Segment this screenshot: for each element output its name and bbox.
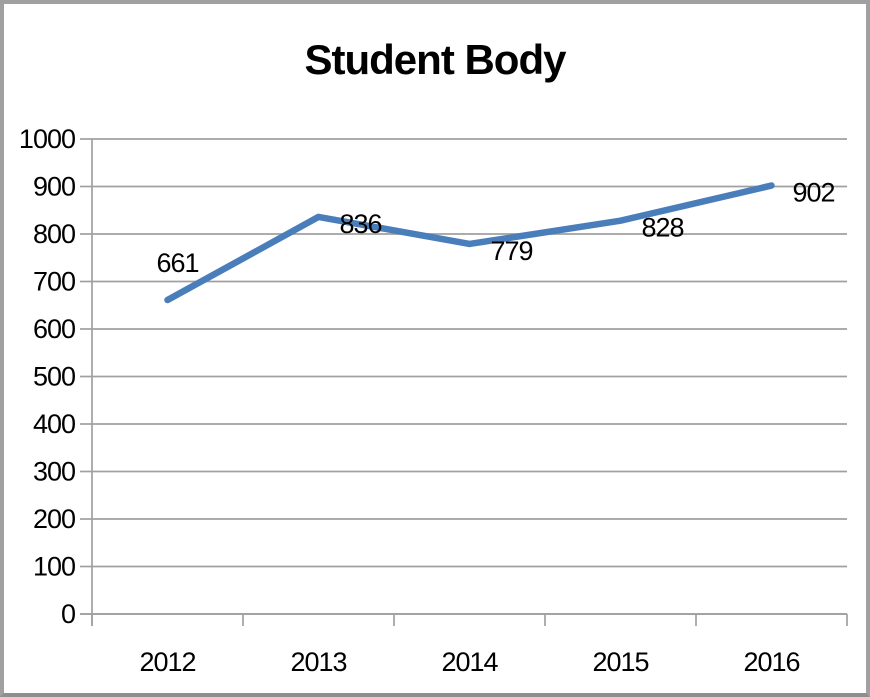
data-point-label: 661: [156, 248, 198, 278]
x-axis-label: 2015: [592, 647, 648, 677]
y-axis-label: 0: [61, 599, 75, 629]
y-axis-label: 600: [33, 314, 75, 344]
y-axis-label: 800: [33, 219, 75, 249]
data-line: [164, 182, 775, 304]
data-point-label: 836: [339, 209, 381, 239]
data-point-label: 902: [792, 178, 834, 208]
chart-title: Student Body: [304, 36, 567, 83]
x-axis-label: 2016: [743, 647, 799, 677]
y-axis-label: 200: [33, 504, 75, 534]
y-axis-label: 1000: [19, 124, 75, 154]
y-axis-label: 500: [33, 362, 75, 392]
y-axis-label: 700: [33, 267, 75, 297]
y-axis-label: 900: [33, 172, 75, 202]
data-point-label: 828: [641, 213, 683, 243]
y-axis-label: 400: [33, 409, 75, 439]
x-axis-label: 2013: [290, 647, 346, 677]
x-axis-label: 2014: [441, 647, 498, 677]
line-chart: 0 100 200 300 400 500 600 700 800 900 1000 2012 2013…: [19, 124, 848, 677]
x-axis-label: 2012: [139, 647, 195, 677]
data-point-label: 779: [490, 236, 532, 266]
y-axis-label: 100: [33, 552, 75, 582]
y-axis-label: 300: [33, 457, 75, 487]
